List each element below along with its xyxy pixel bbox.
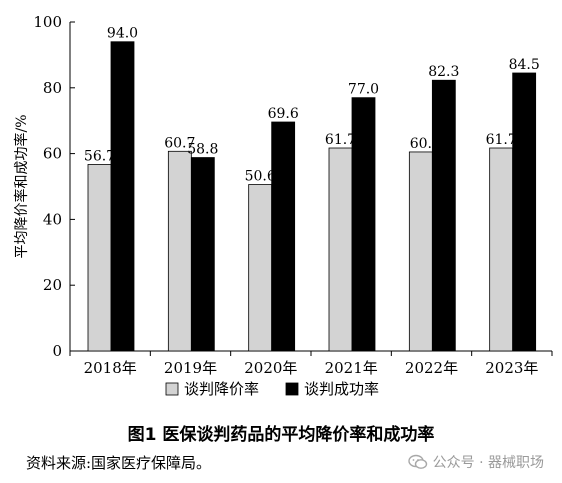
x-tick-label: 2022年 — [405, 359, 458, 377]
data-label: 61.7 — [486, 132, 517, 148]
legend-label: 谈判成功率 — [304, 380, 379, 398]
legend-swatch — [165, 382, 179, 396]
x-tick-label: 2023年 — [485, 359, 538, 377]
bar-success-rate — [271, 121, 296, 352]
data-label: 84.5 — [509, 57, 540, 73]
data-label: 60. — [410, 136, 432, 152]
x-tick-label: 2019年 — [164, 359, 217, 377]
legend-label: 谈判降价率 — [184, 380, 259, 398]
bar-price-reduction — [248, 184, 273, 352]
y-tick-label: 80 — [43, 79, 62, 97]
x-tick-label: 2021年 — [325, 359, 378, 377]
data-label: 61.7 — [325, 132, 356, 148]
bar-success-rate — [431, 79, 456, 352]
watermark: 公众号 · 器械职场 — [407, 452, 544, 472]
figure-caption: 图1 医保谈判药品的平均降价率和成功率 — [127, 425, 435, 445]
bar-price-reduction — [489, 147, 514, 352]
bar-price-reduction — [167, 150, 192, 352]
data-label: 56.7 — [84, 148, 115, 164]
data-label: 82.3 — [428, 64, 459, 80]
data-label: 58.8 — [187, 142, 218, 158]
wechat-icon — [407, 454, 427, 469]
data-label: 69.6 — [268, 106, 299, 122]
y-tick-label: 100 — [33, 13, 62, 31]
bar-price-reduction — [408, 151, 433, 352]
data-label: 94.0 — [107, 26, 138, 42]
x-tick-label: 2020年 — [244, 359, 297, 377]
data-label: 77.0 — [348, 82, 379, 98]
bar-success-rate — [190, 157, 215, 352]
data-label: 60.7 — [164, 135, 195, 151]
legend-swatch — [285, 382, 299, 396]
source-note: 资料来源:国家医疗保障局。 — [26, 454, 212, 472]
y-tick-label: 60 — [43, 145, 62, 163]
bar-success-rate — [110, 41, 135, 352]
bar-price-reduction — [87, 164, 112, 352]
x-tick-label: 2018年 — [84, 359, 137, 377]
watermark-text: 公众号 · 器械职场 — [432, 455, 544, 471]
y-tick-label: 40 — [43, 210, 62, 228]
data-label: 50.6 — [245, 169, 276, 185]
bar-success-rate — [351, 97, 376, 352]
bar-success-rate — [512, 72, 537, 352]
y-tick-label: 0 — [52, 342, 62, 360]
bar-price-reduction — [328, 147, 353, 352]
y-axis-label: 平均降价率和成功率/% — [13, 114, 30, 258]
y-tick-label: 20 — [43, 276, 62, 294]
